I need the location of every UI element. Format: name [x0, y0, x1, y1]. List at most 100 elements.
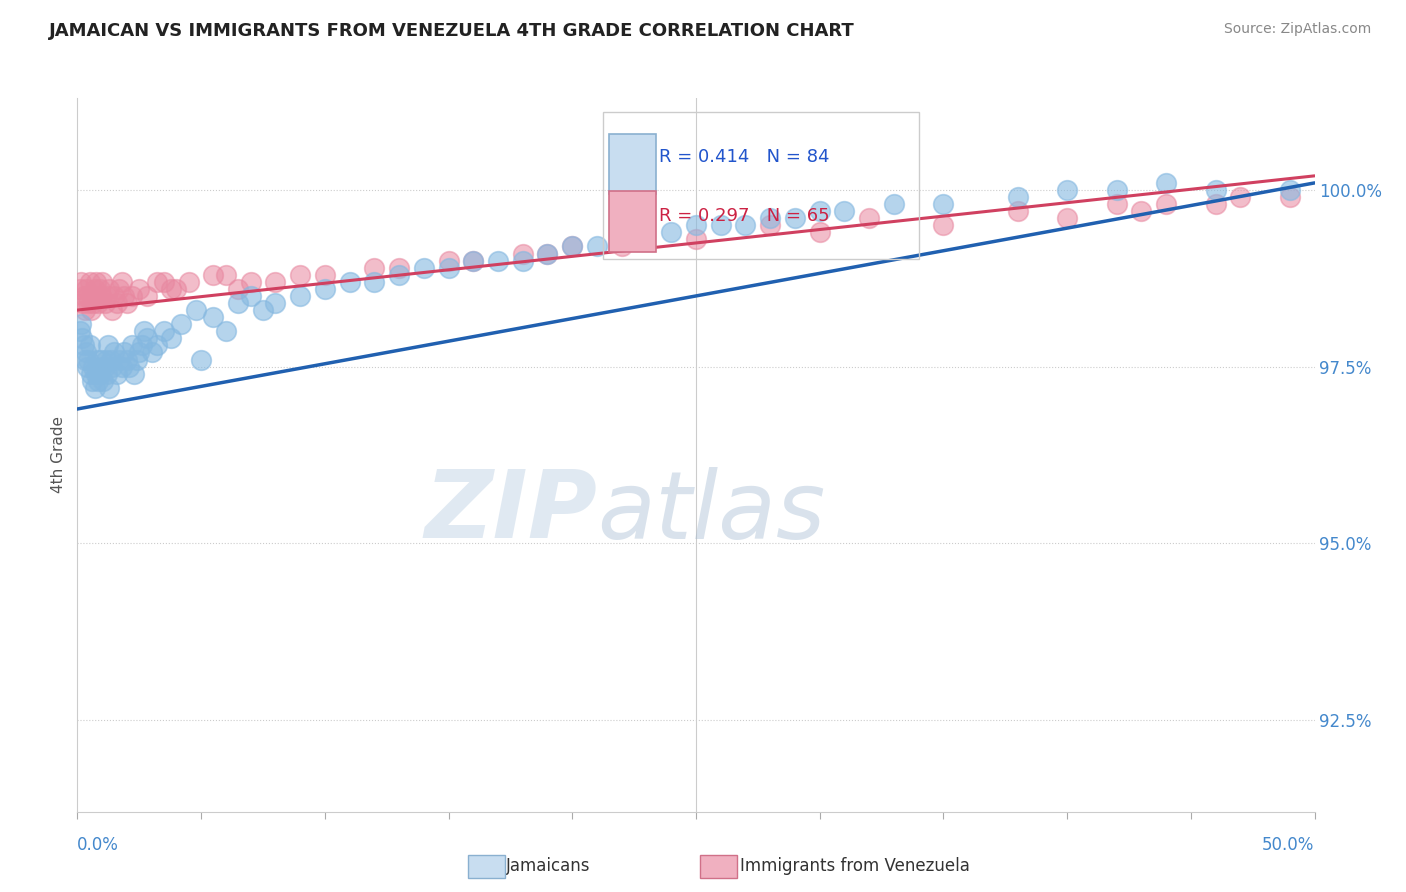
Point	[1205, 183, 1227, 197]
Text: 0.0%: 0.0%	[77, 837, 120, 855]
Point	[105, 367, 128, 381]
Point	[610, 232, 633, 246]
Point	[486, 253, 509, 268]
Point	[135, 289, 157, 303]
Point	[115, 352, 138, 367]
Point	[783, 211, 806, 226]
Point	[239, 289, 262, 303]
Point	[91, 359, 114, 374]
Point	[184, 303, 207, 318]
Point	[94, 352, 117, 367]
Point	[215, 268, 238, 282]
Point	[122, 367, 145, 381]
Point	[145, 275, 167, 289]
Point	[160, 282, 183, 296]
Point	[536, 246, 558, 260]
Point	[76, 289, 98, 303]
Point	[512, 253, 534, 268]
Point	[759, 219, 782, 233]
Point	[1007, 204, 1029, 219]
Point	[561, 239, 583, 253]
Point	[808, 204, 831, 219]
Point	[177, 275, 200, 289]
Point	[463, 253, 485, 268]
Point	[759, 211, 782, 226]
Point	[388, 268, 411, 282]
Point	[145, 338, 167, 352]
Point	[84, 367, 107, 381]
FancyBboxPatch shape	[609, 134, 657, 194]
Point	[561, 239, 583, 253]
Point	[79, 275, 101, 289]
Point	[134, 324, 156, 338]
Text: atlas: atlas	[598, 467, 825, 558]
Point	[80, 367, 103, 381]
Point	[932, 197, 955, 211]
Point	[1278, 183, 1301, 197]
Point	[98, 282, 121, 296]
Point	[685, 232, 707, 246]
Point	[141, 345, 163, 359]
Point	[93, 296, 115, 310]
Point	[97, 338, 120, 352]
Point	[77, 296, 100, 310]
Point	[121, 338, 143, 352]
Point	[339, 275, 361, 289]
Point	[128, 345, 150, 359]
Point	[202, 310, 225, 325]
Point	[1056, 211, 1078, 226]
Point	[101, 303, 124, 318]
Point	[363, 275, 385, 289]
Point	[72, 338, 94, 352]
Point	[734, 219, 756, 233]
Point	[112, 289, 135, 303]
Point	[883, 197, 905, 211]
Point	[72, 289, 94, 303]
Text: ZIP: ZIP	[425, 466, 598, 558]
Text: 50.0%: 50.0%	[1263, 837, 1315, 855]
Point	[437, 253, 460, 268]
Point	[70, 275, 93, 289]
Point	[89, 282, 111, 296]
Point	[1278, 190, 1301, 204]
Point	[131, 338, 153, 352]
Point	[98, 381, 121, 395]
Point	[83, 282, 105, 296]
Point	[101, 359, 124, 374]
Point	[125, 352, 148, 367]
Point	[264, 296, 287, 310]
Point	[87, 296, 110, 310]
Point	[252, 303, 274, 318]
Point	[153, 275, 176, 289]
Point	[610, 239, 633, 253]
Point	[1154, 197, 1177, 211]
Point	[170, 317, 193, 331]
Point	[89, 367, 111, 381]
Point	[91, 275, 114, 289]
Point	[72, 296, 94, 310]
Point	[100, 352, 122, 367]
Point	[239, 275, 262, 289]
Point	[80, 303, 103, 318]
Point	[84, 275, 107, 289]
Point	[1105, 197, 1128, 211]
Point	[83, 381, 105, 395]
Point	[463, 253, 485, 268]
Point	[108, 352, 131, 367]
Point	[121, 289, 143, 303]
Text: Immigrants from Venezuela: Immigrants from Venezuela	[740, 857, 969, 875]
Point	[87, 374, 110, 388]
Text: R = 0.297   N = 65: R = 0.297 N = 65	[659, 207, 830, 225]
Point	[412, 260, 434, 275]
Point	[153, 324, 176, 338]
Point	[82, 374, 104, 388]
Point	[1007, 190, 1029, 204]
Point	[91, 374, 114, 388]
Point	[314, 268, 336, 282]
Point	[90, 289, 112, 303]
Point	[86, 352, 108, 367]
Point	[82, 296, 104, 310]
FancyBboxPatch shape	[609, 191, 657, 252]
Point	[111, 275, 134, 289]
Point	[710, 219, 733, 233]
